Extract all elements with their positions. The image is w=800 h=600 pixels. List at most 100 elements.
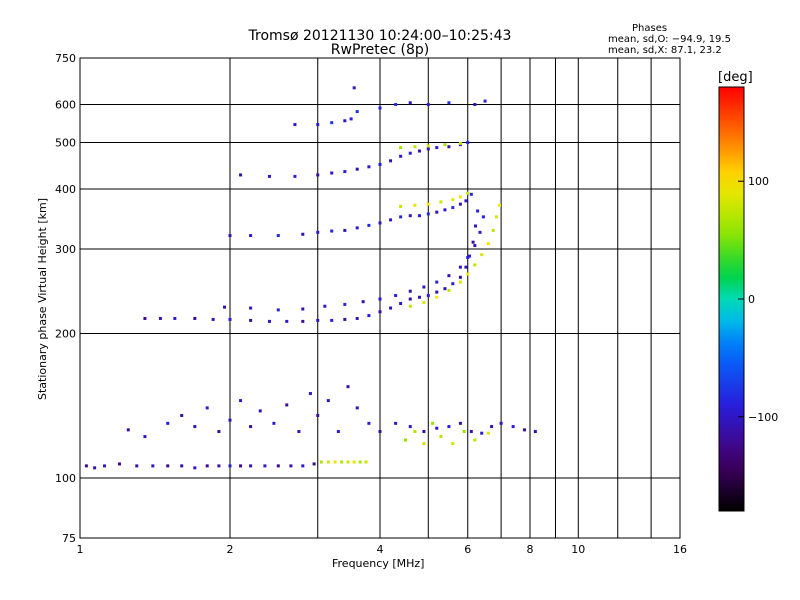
data-point — [378, 310, 382, 314]
data-point — [486, 242, 490, 246]
data-point — [263, 464, 267, 468]
data-point — [228, 317, 232, 321]
data-point — [511, 425, 515, 429]
data-point — [84, 464, 88, 468]
data-point — [483, 99, 487, 103]
data-point — [285, 319, 289, 323]
data-point — [343, 228, 347, 232]
data-point — [316, 230, 320, 234]
data-point — [228, 464, 232, 468]
data-point — [352, 86, 356, 90]
data-point — [355, 406, 359, 410]
data-point — [326, 460, 330, 464]
colorbar-label: [deg] — [718, 70, 753, 85]
phases-x-stats: mean, sd,X: 87.1, 23.2 — [608, 45, 722, 56]
data-point — [458, 202, 462, 206]
data-point — [166, 464, 170, 468]
data-point — [173, 316, 177, 320]
data-point — [301, 319, 305, 323]
data-point — [408, 304, 412, 308]
data-point — [473, 244, 477, 248]
data-point — [151, 464, 155, 468]
data-point — [458, 421, 462, 425]
data-point — [486, 431, 490, 435]
data-point — [413, 430, 417, 434]
data-point — [180, 464, 184, 468]
x-tick-label: 6 — [464, 543, 471, 556]
data-point — [399, 146, 403, 150]
data-point — [355, 110, 359, 114]
data-point — [473, 438, 477, 442]
x-tick-label: 4 — [377, 543, 384, 556]
data-point — [378, 430, 382, 434]
data-point — [435, 146, 439, 150]
data-point — [223, 305, 227, 309]
data-point — [458, 275, 462, 279]
y-tick-label: 300 — [55, 243, 76, 256]
data-point — [408, 297, 412, 301]
data-point — [435, 295, 439, 299]
data-point — [340, 460, 344, 464]
data-point — [193, 316, 197, 320]
data-point — [249, 234, 253, 238]
data-point — [343, 317, 347, 321]
data-point — [316, 318, 320, 322]
chart-title: Tromsø 20121130 10:24:00–10:25:43 — [248, 28, 512, 44]
data-point — [408, 289, 412, 293]
data-point — [494, 215, 498, 219]
data-point — [394, 103, 398, 107]
data-point — [367, 314, 371, 318]
x-tick-label: 10 — [571, 543, 585, 556]
data-point — [126, 428, 130, 432]
data-point — [333, 460, 337, 464]
data-point — [458, 195, 462, 199]
data-point — [330, 171, 334, 175]
data-point — [205, 406, 209, 410]
data-point — [117, 462, 121, 466]
data-point — [399, 301, 403, 305]
data-point — [103, 464, 107, 468]
data-point — [316, 123, 320, 127]
data-point — [352, 460, 356, 464]
data-point — [249, 464, 253, 468]
data-point — [481, 215, 485, 219]
data-point — [473, 103, 477, 107]
x-axis-label: Frequency [MHz] — [332, 557, 425, 570]
x-tick-label: 16 — [673, 543, 687, 556]
data-point — [330, 318, 334, 322]
data-point — [346, 385, 350, 389]
phases-o-stats: mean, sd,O: −94.9, 19.5 — [608, 34, 731, 45]
data-point — [293, 123, 297, 127]
x-tick-label: 2 — [227, 543, 234, 556]
data-point — [319, 460, 323, 464]
data-point — [378, 297, 382, 301]
data-point — [422, 285, 426, 289]
data-point — [316, 413, 320, 417]
data-point — [289, 464, 293, 468]
data-point — [473, 263, 477, 267]
data-point — [293, 174, 297, 178]
data-point — [443, 208, 447, 212]
data-point — [435, 210, 439, 214]
data-point — [417, 295, 421, 299]
data-point — [394, 421, 398, 425]
data-point — [394, 294, 398, 298]
data-point — [408, 214, 412, 218]
data-point — [435, 280, 439, 284]
data-point — [403, 438, 407, 442]
data-point — [343, 170, 347, 174]
data-point — [330, 229, 334, 233]
data-point — [389, 218, 393, 222]
data-point — [439, 435, 443, 439]
data-point — [431, 421, 435, 425]
colorbar-tick-label: 0 — [748, 293, 755, 306]
data-point — [276, 308, 280, 312]
data-point — [301, 232, 305, 236]
data-point — [267, 319, 271, 323]
data-point — [408, 151, 412, 155]
data-point — [426, 202, 430, 206]
data-point — [417, 214, 421, 218]
y-tick-label: 600 — [55, 99, 76, 112]
data-point — [217, 430, 221, 434]
data-point — [323, 304, 327, 308]
